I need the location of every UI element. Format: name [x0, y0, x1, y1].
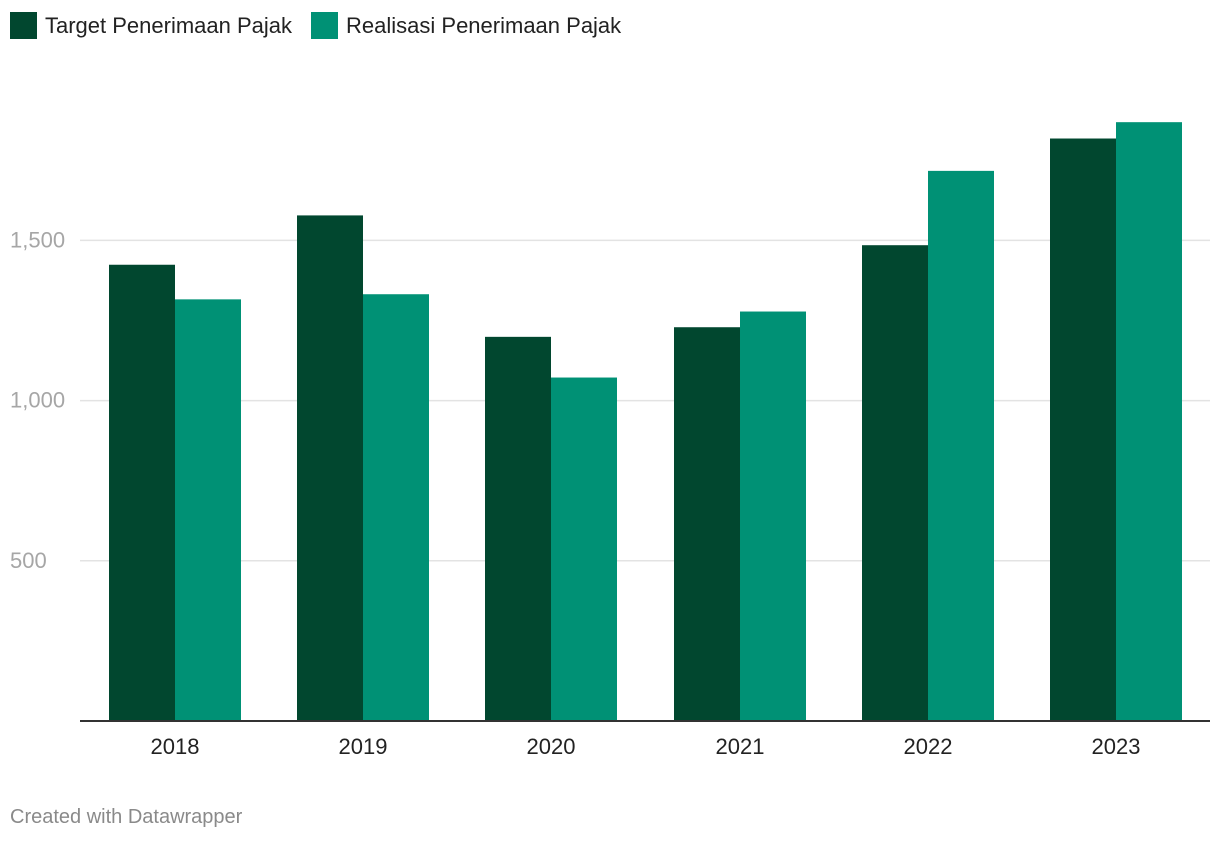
bar-realisasi-2022	[928, 171, 994, 721]
bar-target-2018	[109, 265, 175, 721]
x-tick-label-2021: 2021	[716, 734, 765, 759]
footer-credit: Created with Datawrapper	[10, 806, 242, 829]
y-tick-label-1500: 1,500	[10, 227, 65, 252]
bar-realisasi-2021	[740, 312, 806, 721]
bar-target-2020	[485, 337, 551, 721]
x-tick-label-2023: 2023	[1092, 734, 1141, 759]
x-tick-label-2020: 2020	[527, 734, 576, 759]
bar-target-2023	[1050, 139, 1116, 721]
bar-realisasi-2020	[551, 378, 617, 721]
x-tick-label-2018: 2018	[151, 734, 200, 759]
bar-realisasi-2019	[363, 294, 429, 721]
y-tick-label-1000: 1,000	[10, 388, 65, 413]
bar-target-2022	[862, 245, 928, 721]
bar-target-2019	[297, 215, 363, 721]
x-tick-label-2019: 2019	[339, 734, 388, 759]
bar-realisasi-2023	[1116, 122, 1182, 721]
bar-target-2021	[674, 327, 740, 721]
y-tick-label-500: 500	[10, 548, 47, 573]
x-tick-label-2022: 2022	[904, 734, 953, 759]
bar-realisasi-2018	[175, 299, 241, 721]
